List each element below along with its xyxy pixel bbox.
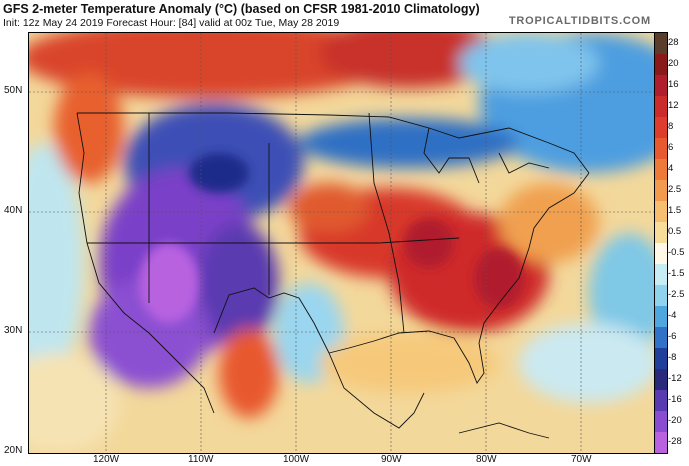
colorbar-tick-label: 0.5 (668, 225, 682, 237)
colorbar-tick-label: -12 (668, 372, 682, 384)
lat-label-40n: 40N (4, 205, 23, 216)
colorbar-segment (655, 348, 667, 369)
colorbar-segment (655, 117, 667, 138)
colorbar-tick-label: -2.5 (668, 288, 685, 300)
colorbar-tick-label: -8 (668, 351, 677, 363)
colorbar-segment (655, 390, 667, 411)
lon-label-100w: 100W (283, 454, 310, 465)
colorbar-segment (655, 222, 667, 243)
colorbar-tick-label: 20 (668, 57, 679, 69)
colorbar-labels: 28 20 16 12 8 6 4 2.5 1.5 0.5 -0.5 -1.5 -2.5 -4 -6 -8 -1… (668, 32, 689, 452)
colorbar-segment (655, 159, 667, 180)
lon-label-90w: 90W (381, 454, 402, 465)
lon-label-120w: 120W (93, 454, 120, 465)
colorbar-segment (655, 243, 667, 264)
colorbar-segment (655, 75, 667, 96)
colorbar-tick-label: 28 (668, 36, 679, 48)
anomaly-map (28, 32, 655, 454)
lat-label-30n: 30N (4, 325, 23, 336)
lon-label-110w: 110W (188, 454, 214, 465)
colorbar-segment (655, 432, 667, 453)
colorbar-segment (655, 138, 667, 159)
colorbar-segment (655, 180, 667, 201)
lon-label-80w: 80W (476, 454, 497, 465)
colorbar-segment (655, 201, 667, 222)
colorbar-tick-label: 16 (668, 78, 679, 90)
colorbar-tick-label: 2.5 (668, 183, 682, 195)
lat-label-20n: 20N (4, 445, 23, 456)
colorbar-tick-label: 6 (668, 141, 674, 153)
colorbar-segment (655, 96, 667, 117)
colorbar-tick-label: 1.5 (668, 204, 682, 216)
colorbar-tick-label: -6 (668, 330, 677, 342)
colorbar-tick-label: 8 (668, 120, 674, 132)
colorbar-segment (655, 411, 667, 432)
colorbar-tick-label: -0.5 (668, 246, 685, 258)
colorbar-segment (655, 327, 667, 348)
colorbar-tick-label: 12 (668, 99, 679, 111)
colorbar-segment (655, 369, 667, 390)
colorbar-tick-label: -1.5 (668, 267, 685, 279)
site-watermark: TROPICALTIDBITS.COM (508, 15, 651, 27)
colorbar-tick-label: 4 (668, 162, 674, 174)
colorbar (654, 32, 668, 454)
colorbar-tick-label: -20 (668, 414, 682, 426)
colorbar-segment (655, 264, 667, 285)
forecast-info: Init: 12z May 24 2019 Forecast Hour: [84… (3, 17, 340, 29)
colorbar-tick-label: -16 (668, 393, 682, 405)
colorbar-segment (655, 54, 667, 75)
colorbar-segment (655, 306, 667, 327)
colorbar-tick-label: -4 (668, 309, 677, 321)
lat-label-50n: 50N (4, 85, 23, 96)
colorbar-segment (655, 33, 667, 54)
lon-label-70w: 70W (571, 454, 592, 465)
colorbar-segment (655, 285, 667, 306)
map-title: GFS 2-meter Temperature Anomaly (°C) (ba… (3, 2, 480, 16)
colorbar-tick-label: -28 (668, 435, 682, 447)
